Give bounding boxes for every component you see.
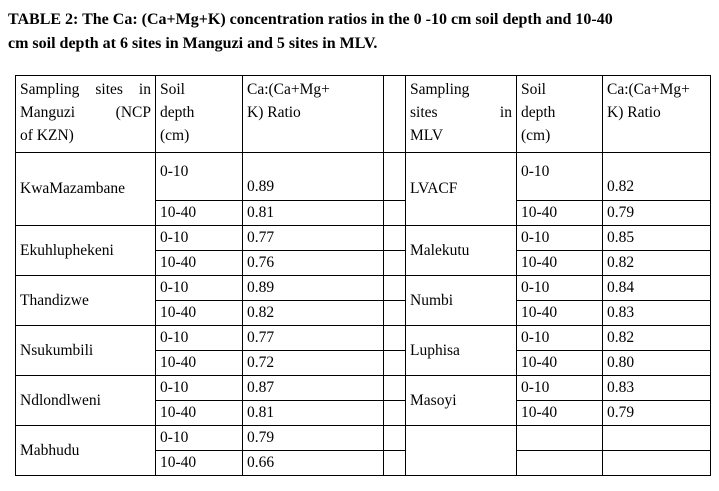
- separator-cell: [383, 450, 406, 476]
- ratio-cell: 0.83: [602, 375, 711, 401]
- depth-cell: 0-10: [516, 325, 603, 351]
- separator-cell: [383, 400, 406, 426]
- ratio-cell: 0.82: [602, 325, 711, 351]
- ratio-cell: 0.79: [242, 425, 384, 451]
- caption-line-1: TABLE 2: The Ca: (Ca+Mg+K) concentration…: [8, 11, 613, 28]
- depth-cell: 0-10: [155, 225, 243, 251]
- separator-cell: [383, 325, 406, 351]
- header-left-site: Sampling sites in Manguzi (NCP of KZN): [15, 75, 156, 153]
- depth-cell: 0-10: [516, 152, 603, 201]
- ratio-cell: 0.87: [242, 375, 384, 401]
- ratio-cell: 0.89: [242, 275, 384, 301]
- header-row: Sampling sites in Manguzi (NCP of KZN) S…: [15, 75, 711, 153]
- site-cell: Ndlondlweni: [15, 375, 156, 426]
- header-right-depth: Soil depth (cm): [516, 75, 603, 153]
- separator-column: [383, 75, 406, 153]
- site-cell: [405, 425, 517, 476]
- ratio-cell: 0.72: [242, 350, 384, 376]
- site-cell: Mabhudu: [15, 425, 156, 476]
- site-cell: Thandizwe: [15, 275, 156, 326]
- ratio-cell: 0.89: [242, 152, 384, 201]
- ratio-cell: [602, 425, 711, 451]
- site-cell: Numbi: [405, 275, 517, 326]
- ratio-cell: 0.77: [242, 225, 384, 251]
- depth-cell: 0-10: [155, 152, 243, 201]
- depth-cell: 0-10: [155, 375, 243, 401]
- site-cell: Luphisa: [405, 325, 517, 376]
- ratio-cell: 0.81: [242, 400, 384, 426]
- table-caption: TABLE 2: The Ca: (Ca+Mg+K) concentration…: [8, 8, 714, 56]
- table-row: Ndlondlweni 0-10 0.87 Masoyi 0-10 0.83: [15, 375, 711, 426]
- depth-cell: [516, 425, 603, 451]
- depth-cell: 10-40: [155, 450, 243, 476]
- site-cell: Ekuhluphekeni: [15, 225, 156, 276]
- site-cell: Nsukumbili: [15, 325, 156, 376]
- caption-line-2: cm soil depth at 6 sites in Manguzi and …: [8, 35, 378, 52]
- depth-cell: 10-40: [516, 200, 603, 226]
- ratio-cell: 0.82: [242, 300, 384, 326]
- soil-ratio-table: Sampling sites in Manguzi (NCP of KZN) S…: [15, 75, 711, 476]
- header-left-ratio: Ca:(Ca+Mg+ K) Ratio: [242, 75, 384, 153]
- ratio-cell: 0.81: [242, 200, 384, 226]
- table-row: 10-40 0.76 10-40 0.82: [16, 250, 711, 276]
- depth-cell: 10-40: [155, 250, 243, 276]
- table-row: Mabhudu 0-10 0.79: [15, 425, 711, 476]
- table-row: Thandizwe 0-10 0.89 Numbi 0-10 0.84: [15, 275, 711, 326]
- depth-cell: 0-10: [155, 325, 243, 351]
- ratio-cell: 0.76: [242, 250, 384, 276]
- header-right-site: Sampling sites in MLV: [405, 75, 517, 153]
- separator-cell: [383, 300, 406, 326]
- header-left-depth: Soil depth (cm): [155, 75, 243, 153]
- depth-cell: 0-10: [516, 225, 603, 251]
- depth-cell: [516, 450, 603, 476]
- separator-cell: [383, 152, 406, 201]
- separator-cell: [383, 425, 406, 451]
- depth-cell: 10-40: [155, 300, 243, 326]
- ratio-cell: 0.83: [602, 300, 711, 326]
- site-cell: LVACF: [405, 152, 517, 226]
- ratio-cell: 0.79: [602, 400, 711, 426]
- separator-cell: [383, 250, 406, 276]
- ratio-cell: 0.79: [602, 200, 711, 226]
- depth-cell: 10-40: [155, 200, 243, 226]
- separator-cell: [383, 375, 406, 401]
- ratio-cell: 0.84: [602, 275, 711, 301]
- depth-cell: 10-40: [155, 400, 243, 426]
- separator-cell: [383, 200, 406, 226]
- table-row: KwaMazambane 0-10 0.89 LVACF 0-10 0.82: [15, 152, 711, 226]
- depth-cell: 10-40: [155, 350, 243, 376]
- ratio-cell: 0.82: [602, 250, 711, 276]
- depth-cell: 0-10: [516, 375, 603, 401]
- ratio-cell: 0.85: [602, 225, 711, 251]
- ratio-cell: 0.82: [602, 152, 711, 201]
- table-row: 10-40 0.81 10-40 0.79: [16, 400, 711, 426]
- depth-cell: 10-40: [516, 250, 603, 276]
- table-row: 10-40 0.66: [16, 450, 711, 476]
- depth-cell: 0-10: [516, 275, 603, 301]
- ratio-cell: 0.80: [602, 350, 711, 376]
- table-row: 10-40 0.72 10-40 0.80: [16, 350, 711, 376]
- table-row: 10-40 0.81 10-40 0.79: [16, 200, 711, 226]
- site-cell: KwaMazambane: [15, 152, 156, 226]
- site-cell: Masoyi: [405, 375, 517, 426]
- depth-cell: 10-40: [516, 300, 603, 326]
- depth-cell: 0-10: [155, 425, 243, 451]
- ratio-cell: [602, 450, 711, 476]
- separator-cell: [383, 225, 406, 251]
- table-row: Nsukumbili 0-10 0.77 Luphisa 0-10 0.82: [15, 325, 711, 376]
- depth-cell: 10-40: [516, 400, 603, 426]
- ratio-cell: 0.77: [242, 325, 384, 351]
- header-right-ratio: Ca:(Ca+Mg+ K) Ratio: [602, 75, 711, 153]
- depth-cell: 0-10: [155, 275, 243, 301]
- table-row: Ekuhluphekeni 0-10 0.77 Malekutu 0-10 0.85: [15, 225, 711, 276]
- depth-cell: 10-40: [516, 350, 603, 376]
- site-cell: Malekutu: [405, 225, 517, 276]
- table-row: 10-40 0.82 10-40 0.83: [16, 300, 711, 326]
- ratio-cell: 0.66: [242, 450, 384, 476]
- separator-cell: [383, 350, 406, 376]
- separator-cell: [383, 275, 406, 301]
